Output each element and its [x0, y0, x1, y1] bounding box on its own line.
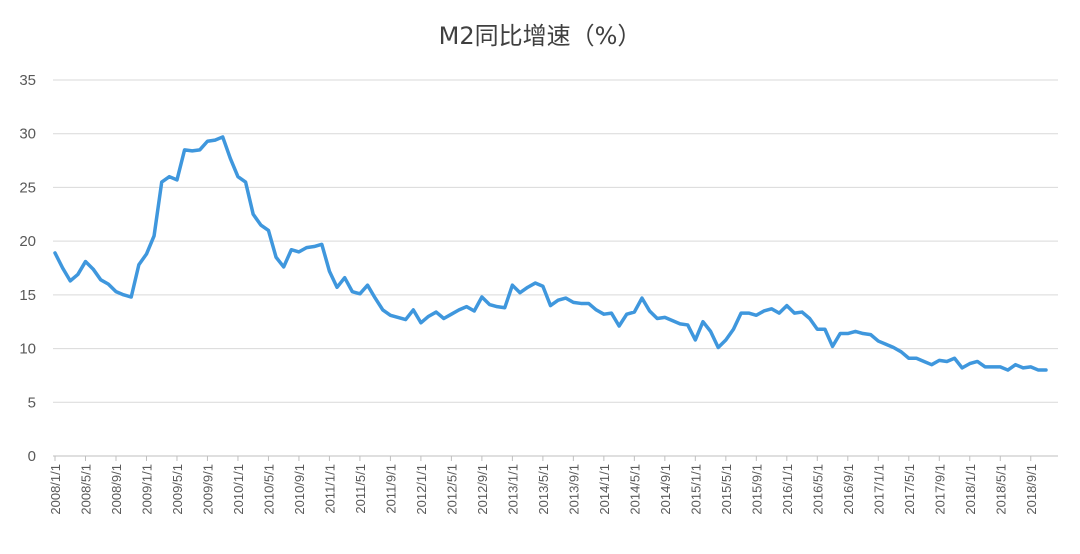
x-tick-label: 2014/1/1	[597, 464, 612, 515]
x-tick-label: 2015/1/1	[688, 464, 703, 515]
x-tick-label: 2017/1/1	[871, 464, 886, 515]
x-tick-label: 2009/1/1	[139, 464, 154, 515]
x-tick-label: 2010/5/1	[261, 464, 276, 515]
y-tick-label: 20	[19, 233, 36, 250]
series-line	[53, 135, 1048, 372]
y-tick-label: 5	[28, 394, 36, 411]
x-tick-label: 2010/9/1	[292, 464, 307, 515]
x-tick-label: 2012/1/1	[414, 464, 429, 515]
y-tick-label: 15	[19, 287, 36, 304]
x-tick-label: 2016/1/1	[780, 464, 795, 515]
y-tick-label: 35	[19, 72, 36, 89]
x-tick-label: 2015/5/1	[719, 464, 734, 515]
x-tick-label: 2016/9/1	[841, 464, 856, 515]
x-tick-label: 2012/5/1	[444, 464, 459, 515]
y-axis: 0 5 10 15 20 25 30 35	[19, 72, 36, 465]
x-tick-label: 2011/5/1	[353, 464, 368, 514]
x-tick-label: 2008/5/1	[78, 464, 93, 515]
x-tick-label: 2018/5/1	[993, 464, 1008, 515]
x-axis: 2008/1/1 2008/5/1 2008/9/1 2009/1/1 2009/5/1…	[48, 456, 1039, 515]
x-tick-label: 2014/9/1	[658, 464, 673, 515]
y-tick-label: 10	[19, 341, 36, 358]
x-tick-label: 2015/9/1	[749, 464, 764, 515]
x-tick-label: 2010/1/1	[231, 464, 246, 515]
x-tick-label: 2013/5/1	[536, 464, 551, 515]
x-tick-label: 2017/9/1	[932, 464, 947, 515]
x-tick-label: 2009/9/1	[200, 464, 215, 515]
x-tick-label: 2009/5/1	[170, 464, 185, 515]
x-tick-label: 2008/9/1	[109, 464, 124, 515]
series-layer	[53, 135, 1048, 372]
y-tick-label: 0	[28, 448, 36, 465]
x-tick-label: 2018/1/1	[963, 464, 978, 515]
x-tick-label: 2014/5/1	[627, 464, 642, 515]
x-tick-label: 2013/1/1	[505, 464, 520, 515]
x-tick-label: 2018/9/1	[1024, 464, 1039, 515]
x-tick-label: 2008/1/1	[48, 464, 63, 515]
y-tick-label: 30	[19, 126, 36, 143]
chart-title: M2同比增速（%）	[439, 22, 642, 50]
x-tick-label: 2017/5/1	[902, 464, 917, 515]
x-tick-label: 2016/5/1	[810, 464, 825, 515]
x-tick-label: 2011/1/1	[322, 464, 337, 514]
x-tick-label: 2012/9/1	[475, 464, 490, 515]
x-tick-label: 2013/9/1	[566, 464, 581, 515]
y-tick-label: 25	[19, 179, 36, 196]
gridlines	[53, 79, 1058, 457]
x-tick-label: 2011/9/1	[383, 464, 398, 514]
